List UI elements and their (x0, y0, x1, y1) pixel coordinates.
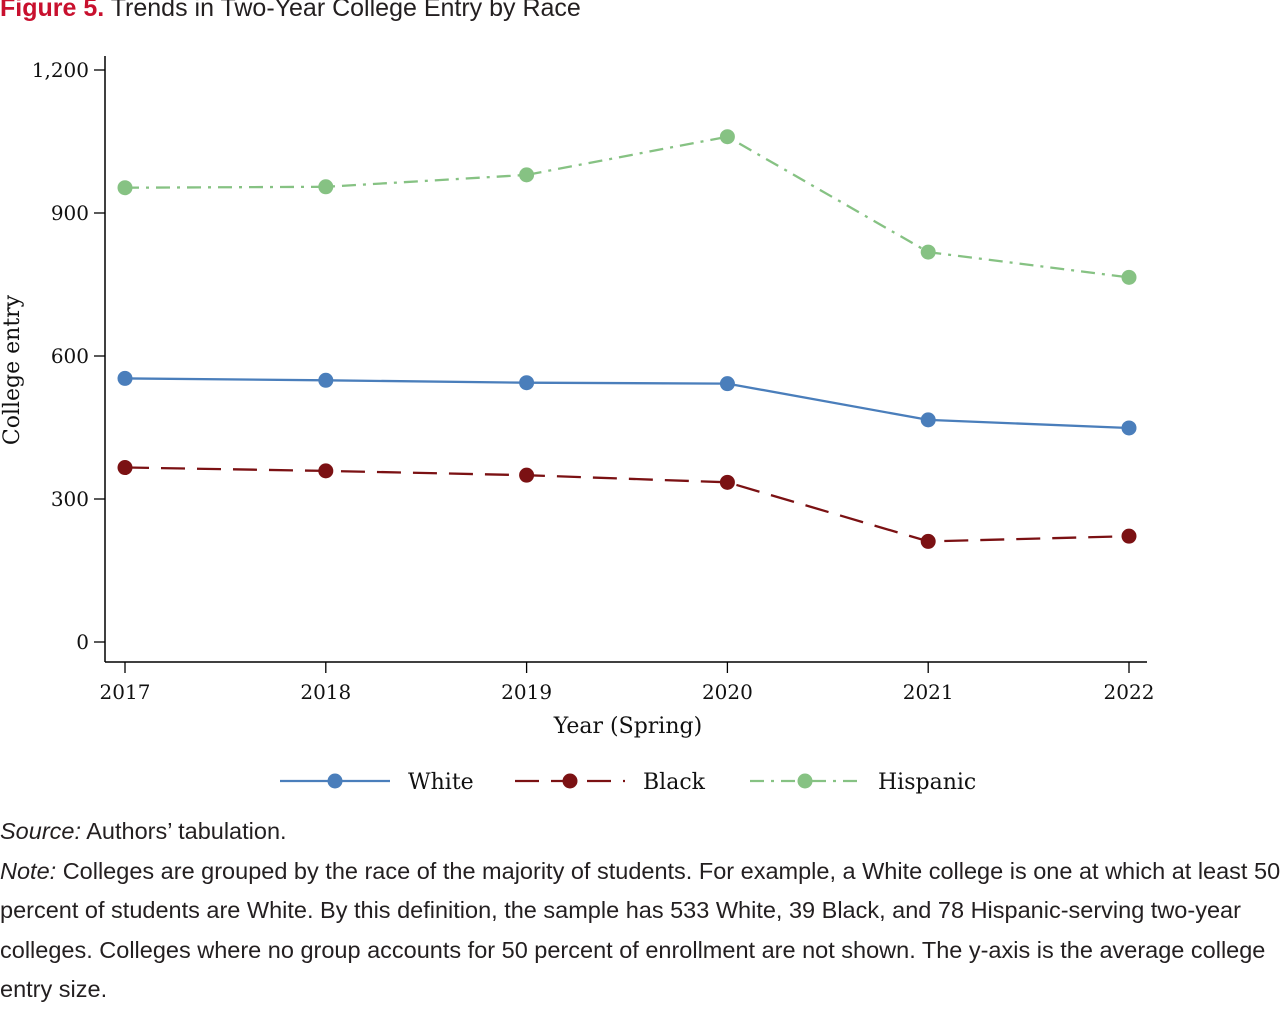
legend-marker-white (327, 773, 343, 789)
hispanic-point-2019 (519, 167, 535, 183)
series-layer (117, 129, 1137, 549)
hispanic-point-2018 (318, 179, 334, 195)
figure-notes: Source: Authors’ tabulation. Note: Colle… (0, 812, 1280, 1010)
black-point-2021 (920, 533, 936, 549)
x-tick-label: 2022 (1104, 680, 1155, 704)
hispanic-point-2022 (1121, 269, 1137, 285)
y-tick-label: 300 (51, 487, 89, 511)
series-black (117, 460, 1137, 549)
figure-title-text: Trends in Two-Year College Entry by Race (110, 0, 581, 22)
x-tick-label: 2021 (903, 680, 954, 704)
x-axis-title: Year (Spring) (553, 714, 702, 739)
x-tick-label: 2018 (300, 680, 351, 704)
hispanic-line (124, 135, 1130, 279)
white-line (124, 377, 1130, 430)
black-point-2018 (318, 463, 334, 479)
white-point-2021 (920, 412, 936, 428)
black-point-2022 (1121, 528, 1137, 544)
black-point-2017 (117, 460, 133, 476)
white-point-2017 (117, 370, 133, 386)
black-point-2020 (719, 474, 735, 490)
y-tick-label: 600 (51, 344, 89, 368)
x-tick-label: 2020 (702, 680, 753, 704)
black-point-2019 (519, 467, 535, 483)
legend-label-hispanic: Hispanic (878, 770, 976, 795)
x-tick-label: 2019 (501, 680, 552, 704)
white-point-2020 (719, 376, 735, 392)
source-text: Authors’ tabulation. (81, 818, 287, 844)
hispanic-point-2020 (719, 129, 735, 145)
legend-item-black: Black (515, 770, 706, 795)
legend-marker-hispanic (797, 773, 813, 789)
source-label: Source: (0, 818, 81, 844)
white-point-2019 (519, 375, 535, 391)
figure-title: Figure 5. Trends in Two-Year College Ent… (0, 0, 1280, 23)
y-tick-label: 900 (51, 201, 89, 225)
legend-label-black: Black (643, 770, 706, 795)
series-hispanic (117, 129, 1137, 285)
figure-label: Figure 5. (0, 0, 105, 22)
y-axis-title: College entry (0, 294, 25, 445)
hispanic-point-2017 (117, 180, 133, 196)
legend-item-white: White (280, 770, 474, 795)
line-chart: 0 300 600 900 1,200 2017 2018 2019 2020 2021 2022 Y… (0, 56, 1154, 795)
legend-label-white: White (408, 770, 474, 795)
y-tick-label: 1,200 (32, 58, 89, 82)
legend: White Black Hispanic (280, 770, 976, 795)
note-text: Colleges are grouped by the race of the … (0, 857, 1280, 1003)
white-point-2018 (318, 372, 334, 388)
x-tick-label: 2017 (100, 680, 151, 704)
legend-item-hispanic: Hispanic (750, 770, 976, 795)
axes: 0 300 600 900 1,200 2017 2018 2019 2020 2021 2022 Y… (0, 56, 1154, 739)
source-line: Source: Authors’ tabulation. (0, 812, 1280, 852)
series-white (117, 370, 1137, 436)
note-paragraph: Note: Colleges are grouped by the race o… (0, 852, 1280, 1010)
note-label: Note: (0, 857, 57, 884)
black-line (124, 466, 1130, 543)
white-point-2022 (1121, 420, 1137, 436)
legend-marker-black (562, 773, 578, 789)
hispanic-point-2021 (920, 244, 936, 260)
y-tick-label: 0 (76, 630, 89, 654)
